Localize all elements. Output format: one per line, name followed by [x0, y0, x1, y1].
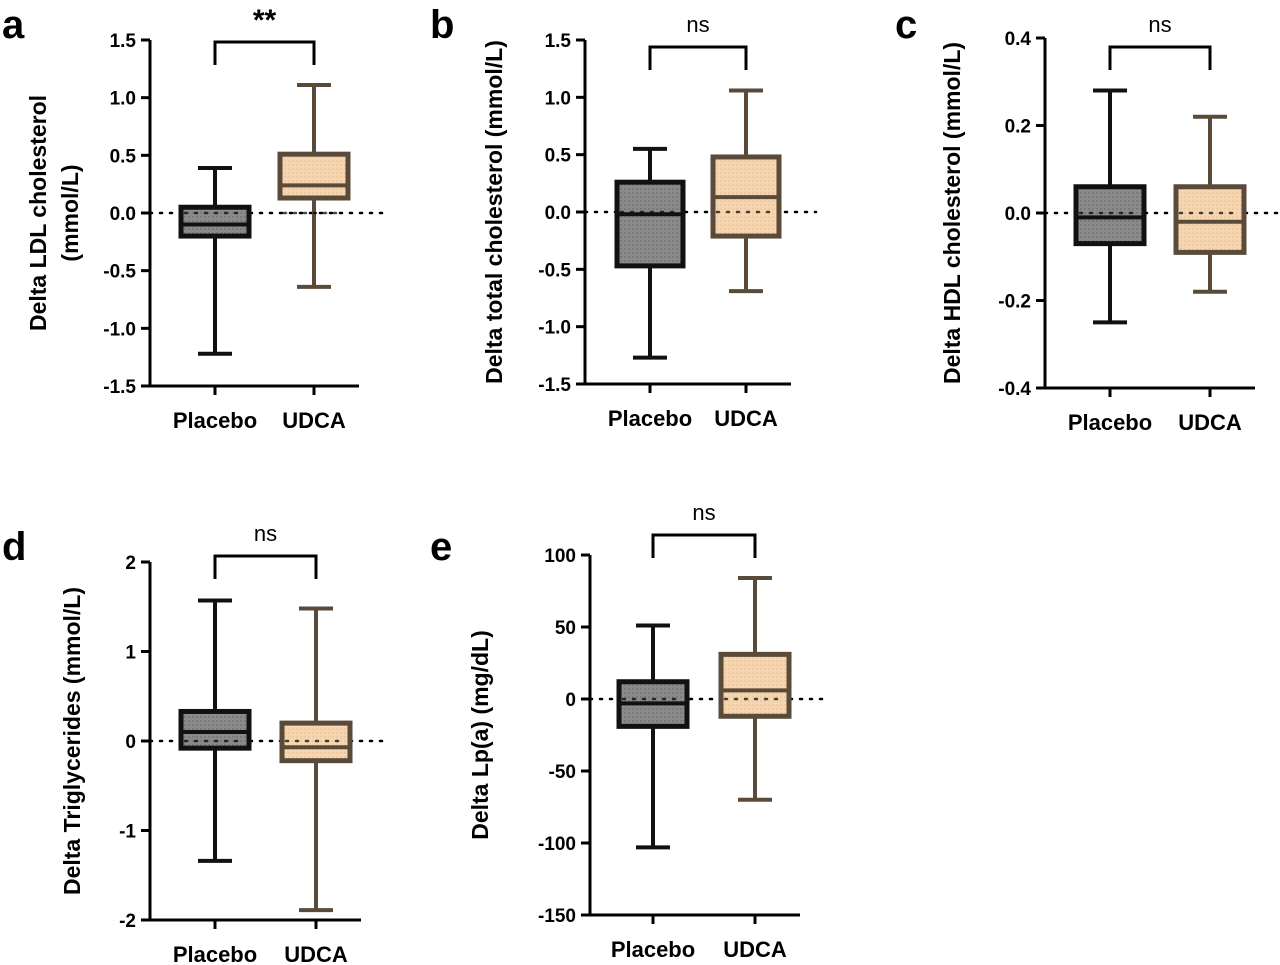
iqr-box — [718, 651, 792, 719]
panel-letter: a — [2, 3, 25, 47]
panel-letter: c — [895, 3, 917, 47]
y-tick-label: 1.0 — [110, 89, 136, 110]
y-tick-label: 1.5 — [110, 31, 137, 52]
panel-a: a 1.5 1.0 0.5 0.0 -0.5 -1.0 -1.5 Placebo UDCA ** De… — [2, 3, 386, 433]
y-tick-label: -2 — [119, 911, 136, 932]
significance-bracket — [1108, 45, 1212, 70]
x-tick-label: Placebo — [173, 408, 257, 433]
y-tick-label: -0.2 — [998, 292, 1031, 313]
x-tick-label: UDCA — [714, 406, 778, 431]
y-tick-label: -1.5 — [103, 377, 136, 398]
y-axis-label: Delta Lp(a) (mg/dL) — [467, 630, 493, 840]
y-tick-label: 0 — [125, 732, 136, 753]
y-tick-label: 0.0 — [545, 203, 571, 224]
panel-b: b 1.5 1.0 0.5 0.0 -0.5 -1.0 -1.5 Placebo UDCA ns De… — [430, 3, 818, 431]
significance-bracket — [651, 533, 757, 558]
y-axis-label: Delta total cholesterol (mmol/L) — [481, 40, 507, 384]
y-tick-label: 1.0 — [545, 88, 571, 109]
x-tick-label: Placebo — [611, 937, 695, 962]
x-tick-label: UDCA — [284, 942, 348, 965]
significance-bracket — [213, 554, 318, 579]
y-tick-label: -50 — [549, 762, 576, 783]
y-tick-label: -0.5 — [538, 260, 571, 281]
significance-label: ns — [692, 500, 715, 525]
box-placebo — [1073, 88, 1147, 325]
significance-label: ns — [686, 12, 709, 37]
x-tick-label: UDCA — [282, 408, 346, 433]
iqr-box — [178, 708, 252, 751]
y-tick-label: 0.4 — [1005, 29, 1032, 50]
x-tick-label: Placebo — [608, 406, 692, 431]
y-tick-label: -100 — [538, 834, 576, 855]
iqr-box — [178, 204, 252, 239]
significance-label: ** — [253, 4, 277, 37]
y-tick-label: 100 — [544, 546, 576, 567]
panel-c: c 0.4 0.2 0.0 -0.2 -0.4 Placebo UDCA ns Delta HDL… — [895, 3, 1280, 435]
panel-letter: e — [430, 525, 452, 569]
x-tick-label: UDCA — [1178, 410, 1242, 435]
y-tick-label: -1.0 — [538, 318, 571, 339]
y-tick-label: 0.2 — [1005, 117, 1031, 138]
y-tick-label: 0.5 — [545, 146, 572, 167]
x-tick-label: Placebo — [1068, 410, 1152, 435]
y-tick-label: 0.0 — [1005, 204, 1031, 225]
box-udca — [1173, 114, 1247, 294]
y-axis-label: Delta HDL cholesterol (mmol/L) — [939, 42, 965, 384]
x-tick-label: UDCA — [723, 937, 787, 962]
panel-letter: b — [430, 3, 454, 47]
box-udca — [718, 576, 792, 802]
significance-bracket — [648, 45, 748, 70]
significance-label: ns — [1148, 12, 1171, 37]
iqr-box — [1073, 184, 1147, 247]
y-axis-label: Delta LDL cholesterol — [25, 95, 51, 331]
y-tick-label: 2 — [125, 553, 136, 574]
box-placebo — [616, 623, 690, 850]
y-axis-label: (mmol/L) — [57, 164, 83, 261]
significance-label: ns — [254, 521, 277, 546]
significance-bracket — [213, 40, 316, 65]
y-tick-label: -0.4 — [998, 379, 1031, 400]
box-udca — [710, 88, 782, 294]
y-tick-label: -1.0 — [103, 319, 136, 340]
y-axis-label: Delta Triglycerides (mmol/L) — [59, 587, 85, 895]
iqr-box — [277, 151, 351, 201]
y-tick-label: 1 — [125, 643, 136, 664]
y-tick-label: -150 — [538, 906, 576, 927]
y-tick-label: -0.5 — [103, 262, 136, 283]
box-placebo — [178, 166, 252, 356]
y-tick-label: 0.0 — [110, 204, 136, 225]
panel-e: e 100 50 0 -50 -100 -150 Placebo UDCA ns Delta Lp(… — [430, 500, 827, 962]
y-tick-label: 0 — [565, 690, 576, 711]
iqr-box — [1173, 184, 1247, 255]
panel-letter: d — [2, 525, 26, 569]
y-tick-label: 50 — [555, 618, 576, 639]
x-tick-label: Placebo — [173, 942, 257, 965]
box-placebo — [178, 598, 252, 863]
y-tick-label: -1.5 — [538, 375, 571, 396]
box-udca — [279, 606, 353, 913]
box-placebo — [614, 146, 686, 360]
y-tick-label: 1.5 — [545, 31, 572, 52]
panel-d: d 2 1 0 -1 -2 Placebo UDCA ns Delta Triglycerides… — [2, 521, 388, 965]
iqr-box — [614, 179, 686, 269]
y-tick-label: -1 — [119, 822, 136, 843]
box-udca — [277, 82, 351, 289]
y-tick-label: 0.5 — [110, 146, 137, 167]
